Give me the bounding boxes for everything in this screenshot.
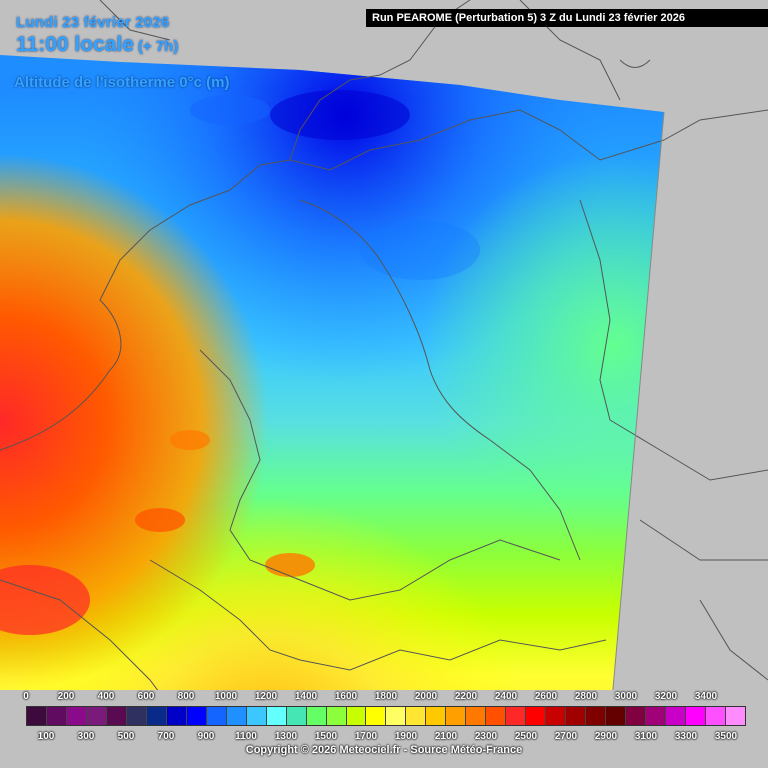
legend-label: 900 [197, 731, 215, 742]
legend-color-cell [446, 707, 467, 725]
legend-color-cell [306, 707, 327, 725]
legend-color-cell [46, 707, 67, 725]
legend-label: 2500 [514, 731, 538, 742]
legend-label: 500 [117, 731, 135, 742]
legend-label: 3200 [654, 691, 678, 702]
legend-label: 800 [177, 691, 195, 702]
copyright-notice: Copyright © 2026 Meteociel.fr - Source M… [245, 744, 523, 756]
legend-label: 2600 [534, 691, 558, 702]
legend-label: 600 [137, 691, 155, 702]
legend-label: 300 [77, 731, 95, 742]
legend-label: 3100 [634, 731, 658, 742]
legend-label: 2800 [574, 691, 598, 702]
legend-color-cell [466, 707, 487, 725]
legend-label: 3500 [714, 731, 738, 742]
legend-label: 3300 [674, 731, 698, 742]
legend-color-cell [366, 707, 387, 725]
legend-color-cell [226, 707, 247, 725]
legend-label: 700 [157, 731, 175, 742]
legend-label: 1400 [294, 691, 318, 702]
legend-color-cell [626, 707, 647, 725]
legend-color-cell [266, 707, 287, 725]
legend-label: 2300 [474, 731, 498, 742]
legend-label: 200 [57, 691, 75, 702]
legend-color-cell [486, 707, 507, 725]
legend-color-cell [106, 707, 127, 725]
legend-label: 2700 [554, 731, 578, 742]
forecast-time-value: 11:00 locale [16, 33, 134, 56]
legend-color-cell [126, 707, 147, 725]
legend-label: 1300 [274, 731, 298, 742]
legend-color-cell [566, 707, 587, 725]
legend-color-cell [586, 707, 607, 725]
domain-edge [605, 111, 665, 768]
legend-color-cell [66, 707, 87, 725]
parameter-title: Altitude de l'isotherme 0°c (m) [14, 74, 230, 91]
legend-label: 1100 [235, 731, 257, 742]
legend-label: 1600 [334, 691, 358, 702]
legend-label: 0 [23, 691, 29, 702]
legend-color-cell [725, 707, 745, 725]
legend-color-cell [526, 707, 547, 725]
legend-color-cell [286, 707, 307, 725]
legend-color-cell [146, 707, 167, 725]
run-info: Run PEAROME (Perturbation 5) 3 Z du Lund… [366, 9, 768, 27]
legend-label: 1700 [354, 731, 378, 742]
legend-color-cell [186, 707, 207, 725]
legend-color-cell [346, 707, 367, 725]
legend-color-cell [406, 707, 427, 725]
legend-color-cell [326, 707, 347, 725]
legend-label: 2200 [454, 691, 478, 702]
legend-color-cell [386, 707, 407, 725]
forecast-time: 11:00 locale (+ 7h) [16, 33, 178, 57]
forecast-offset: (+ 7h) [137, 38, 179, 55]
legend-label: 1000 [214, 691, 238, 702]
legend-label: 100 [37, 731, 55, 742]
color-scale-bar [26, 706, 746, 726]
legend-label: 1800 [374, 691, 398, 702]
legend-color-cell [646, 707, 666, 725]
legend-color-cell [27, 707, 47, 725]
legend-label: 400 [97, 691, 115, 702]
legend-color-cell [86, 707, 107, 725]
legend-color-cell [546, 707, 567, 725]
legend-label: 1900 [394, 731, 418, 742]
legend-label: 3400 [694, 691, 718, 702]
legend-label: 3000 [614, 691, 638, 702]
legend-color-cell [685, 707, 706, 725]
legend-label: 2000 [414, 691, 438, 702]
legend-color-cell [606, 707, 627, 725]
legend-color-cell [705, 707, 726, 725]
legend-color-cell [206, 707, 227, 725]
legend-label: 1200 [254, 691, 278, 702]
legend-color-cell [506, 707, 527, 725]
legend-color-cell [666, 707, 686, 725]
legend-label: 2900 [594, 731, 618, 742]
forecast-date: Lundi 23 février 2026 [16, 14, 170, 31]
legend-color-cell [166, 707, 187, 725]
legend-label: 2400 [494, 691, 518, 702]
legend-background [0, 690, 768, 768]
legend-label: 1500 [314, 731, 338, 742]
legend-color-cell [426, 707, 447, 725]
legend-label: 2100 [434, 731, 458, 742]
legend-color-cell [246, 707, 267, 725]
